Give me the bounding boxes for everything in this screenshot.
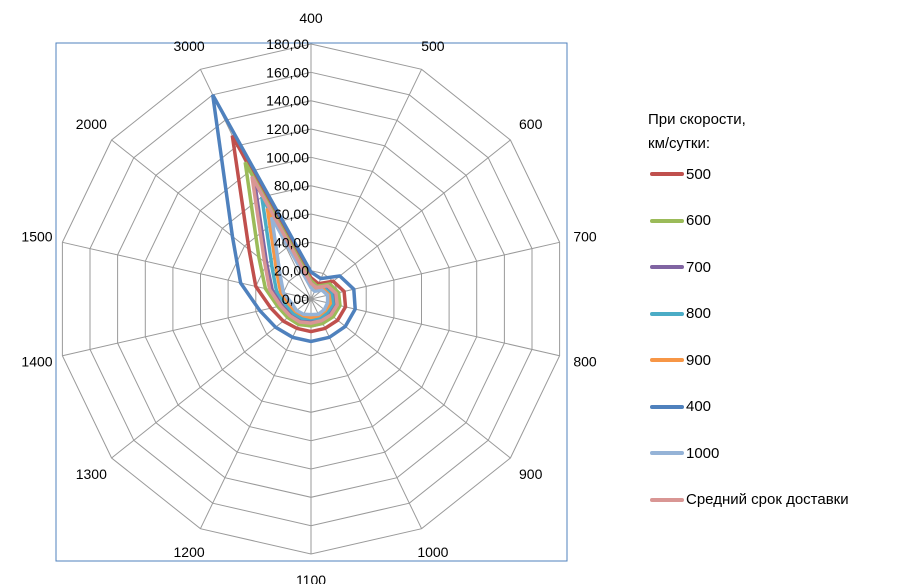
category-label: 1500 [21, 229, 52, 245]
category-label: 400 [299, 10, 323, 26]
grid-spoke [199, 298, 312, 529]
legend-label: 600 [686, 212, 712, 229]
category-label: 700 [573, 229, 597, 245]
legend-title: При скорости, км/сутки: [648, 111, 746, 152]
legend-swatch [650, 311, 684, 316]
category-label: 3000 [174, 38, 205, 54]
legend-swatch [650, 497, 684, 502]
grid-spoke [310, 69, 423, 300]
tick-label: 180,00 [266, 36, 309, 52]
legend-swatch [650, 451, 684, 455]
category-label: 1300 [76, 466, 107, 482]
legend-item: Средний срок доставки [650, 490, 849, 510]
tick-label: 100,00 [266, 149, 309, 165]
category-label: 1000 [417, 544, 448, 560]
legend-label: 900 [686, 351, 712, 369]
tick-label: 0,00 [282, 291, 309, 307]
plot-area-border [55, 42, 568, 562]
legend-item: 400 [650, 397, 711, 417]
category-labels: 400 500 600 700 800 900 1000 1100 1200 1300 1400 15… [21, 10, 596, 584]
legend-item: 1000 [650, 443, 719, 463]
category-label: 1200 [174, 544, 205, 560]
category-label: 600 [519, 116, 543, 132]
category-label: 800 [573, 354, 597, 370]
legend-item: 800 [650, 304, 711, 324]
category-label: 500 [421, 38, 445, 54]
legend-item: 600 [650, 211, 711, 231]
series-line [269, 216, 330, 317]
legend-swatch [650, 358, 684, 362]
grid-spoke [310, 298, 423, 529]
tick-label: 140,00 [266, 93, 309, 109]
series-line [250, 175, 340, 325]
category-label: 1400 [21, 354, 52, 370]
legend-label: 400 [686, 398, 712, 415]
value-axis-ticks: 0,00 20,00 40,00 60,00 80,00 100,00 120,00 140,… [266, 36, 309, 307]
grid-spoke [111, 298, 312, 459]
tick-label: 20,00 [274, 263, 309, 279]
category-label: 900 [519, 466, 543, 482]
legend-swatch [650, 404, 684, 409]
tick-label: 80,00 [274, 178, 309, 194]
legend-label: Средний срок доставки [686, 491, 849, 508]
series-line [210, 93, 357, 344]
legend-item: 500 [650, 164, 711, 184]
legend-item: 700 [650, 257, 711, 277]
legend-label: 1000 [686, 444, 720, 462]
legend-swatch [650, 172, 684, 176]
category-label: 2000 [76, 116, 107, 132]
tick-label: 120,00 [266, 121, 309, 137]
tick-label: 160,00 [266, 64, 309, 80]
grid-spoke [310, 298, 560, 357]
legend-swatch [650, 218, 684, 223]
tick-label: 40,00 [274, 234, 309, 250]
legend-item: 900 [650, 350, 711, 370]
grid-spoke [310, 241, 560, 300]
series-layer [210, 93, 357, 344]
legend-swatch [650, 265, 684, 269]
tick-label: 60,00 [274, 206, 309, 222]
category-label: 1100 [296, 572, 326, 584]
series-line [230, 134, 348, 334]
series-line [243, 161, 342, 328]
radar-grid [61, 43, 561, 555]
legend-label: 500 [686, 165, 712, 183]
legend-label: 800 [686, 305, 712, 322]
grid-spoke [310, 139, 511, 300]
legend-label: 700 [686, 258, 712, 276]
